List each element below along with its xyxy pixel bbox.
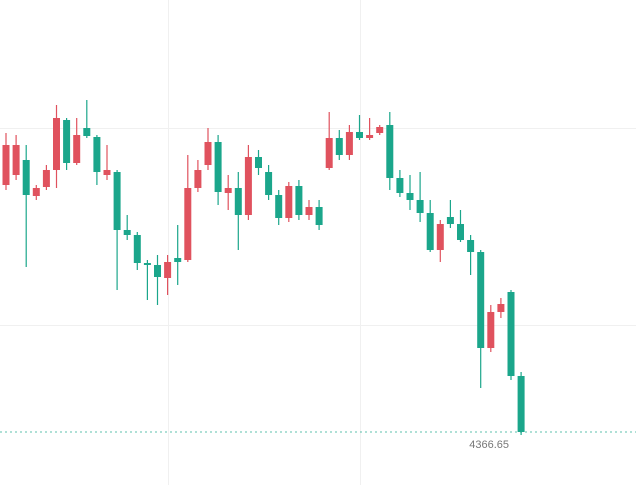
candle-body — [426, 213, 434, 250]
candle-body — [103, 170, 111, 175]
candle-body — [457, 224, 464, 240]
candle-body — [345, 132, 353, 155]
candle-body — [204, 142, 212, 165]
candle-body — [315, 207, 323, 225]
candle-body — [406, 193, 414, 200]
candle-body — [517, 376, 525, 432]
candle-body — [386, 125, 394, 178]
candle-body — [184, 188, 192, 260]
candle-body — [73, 135, 81, 163]
candle-body — [335, 138, 343, 155]
candle-body — [446, 217, 454, 224]
candle-body — [22, 160, 30, 195]
candle-body — [376, 127, 384, 133]
candle-body — [2, 145, 10, 185]
candle-body — [265, 172, 273, 195]
candle-body — [497, 304, 505, 312]
candle-body — [133, 235, 141, 263]
candle-body — [224, 188, 232, 193]
candle-body — [12, 145, 20, 175]
candle-body — [244, 157, 252, 215]
candle-body — [255, 157, 262, 168]
candle-body — [275, 195, 283, 218]
candle-body — [93, 137, 101, 172]
candle-body — [123, 230, 131, 235]
last-price-label: 4366.65 — [469, 439, 509, 451]
candle-body — [285, 186, 293, 218]
candle-body — [214, 142, 222, 192]
candle-body — [143, 263, 151, 265]
candle-body — [477, 252, 485, 348]
candle-body — [396, 178, 404, 193]
candle-body — [366, 135, 374, 138]
candle-body — [295, 186, 303, 215]
candle-body — [194, 170, 202, 188]
candle-body — [507, 292, 515, 376]
candle-body — [154, 265, 161, 277]
candle-body — [325, 138, 333, 168]
candle-body — [164, 262, 172, 278]
candle-body — [53, 118, 60, 170]
candle-body — [416, 200, 424, 213]
candle-body — [42, 170, 50, 187]
candle-body — [467, 240, 475, 252]
candle-body — [436, 224, 444, 250]
candle-body — [305, 207, 313, 215]
candle-body — [63, 120, 71, 163]
candle-body — [83, 128, 91, 136]
candle-body — [174, 258, 182, 262]
candle-body — [113, 172, 121, 230]
candle-body — [234, 188, 242, 215]
candle-body — [32, 188, 40, 196]
candle-body — [356, 132, 363, 138]
candle-body — [487, 312, 495, 348]
